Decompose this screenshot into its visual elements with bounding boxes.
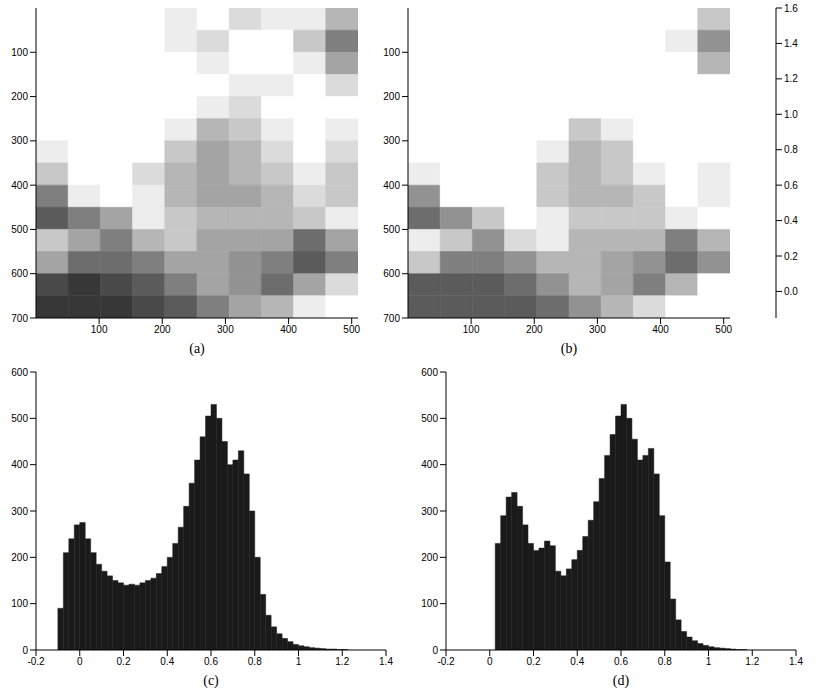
svg-text:200: 200 <box>11 91 28 102</box>
svg-text:500: 500 <box>11 224 28 235</box>
svg-text:300: 300 <box>11 135 28 146</box>
svg-text:700: 700 <box>11 313 28 324</box>
svg-text:1.2: 1.2 <box>784 73 798 84</box>
svg-text:300: 300 <box>383 135 400 146</box>
svg-text:600: 600 <box>383 268 400 279</box>
svg-text:100: 100 <box>463 324 480 335</box>
svg-text:400: 400 <box>280 324 297 335</box>
svg-text:700: 700 <box>383 313 400 324</box>
svg-text:0.2: 0.2 <box>527 656 541 667</box>
svg-text:400: 400 <box>11 459 28 470</box>
svg-text:300: 300 <box>217 324 234 335</box>
svg-text:300: 300 <box>421 506 438 517</box>
html-text:(c): (c) <box>203 673 219 688</box>
svg-text:0: 0 <box>432 645 438 656</box>
svg-text:300: 300 <box>589 324 606 335</box>
svg-text:0: 0 <box>22 645 28 656</box>
svg-text:600: 600 <box>421 367 438 378</box>
svg-text:200: 200 <box>11 552 28 563</box>
svg-text:0.8: 0.8 <box>248 656 262 667</box>
svg-text:500: 500 <box>715 324 732 335</box>
svg-text:1.2: 1.2 <box>335 656 349 667</box>
svg-text:100: 100 <box>383 47 400 58</box>
svg-text:0: 0 <box>487 656 493 667</box>
svg-text:-0.2: -0.2 <box>437 656 455 667</box>
svg-text:200: 200 <box>421 552 438 563</box>
svg-text:600: 600 <box>11 268 28 279</box>
svg-text:1.6: 1.6 <box>784 3 798 14</box>
svg-text:1.4: 1.4 <box>379 656 393 667</box>
svg-text:600: 600 <box>11 367 28 378</box>
svg-text:400: 400 <box>421 459 438 470</box>
svg-text:100: 100 <box>11 598 28 609</box>
html-text:(b): (b) <box>560 341 578 356</box>
svg-text:200: 200 <box>526 324 543 335</box>
svg-text:0.2: 0.2 <box>784 251 798 262</box>
svg-text:0.0: 0.0 <box>784 286 798 297</box>
svg-text:400: 400 <box>383 180 400 191</box>
svg-text:0.6: 0.6 <box>204 656 218 667</box>
svg-text:0.4: 0.4 <box>784 215 798 226</box>
svg-text:0.8: 0.8 <box>658 656 672 667</box>
svg-text:200: 200 <box>383 91 400 102</box>
svg-text:300: 300 <box>11 506 28 517</box>
svg-text:500: 500 <box>421 413 438 424</box>
svg-text:-0.2: -0.2 <box>27 656 45 667</box>
svg-text:200: 200 <box>154 324 171 335</box>
svg-text:100: 100 <box>421 598 438 609</box>
svg-text:1.4: 1.4 <box>784 38 798 49</box>
svg-text:0.8: 0.8 <box>784 144 798 155</box>
svg-text:0.6: 0.6 <box>784 180 798 191</box>
svg-text:100: 100 <box>91 324 108 335</box>
svg-text:1: 1 <box>706 656 712 667</box>
svg-text:500: 500 <box>343 324 360 335</box>
html-text:(d): (d) <box>612 673 630 688</box>
svg-text:400: 400 <box>11 180 28 191</box>
svg-text:500: 500 <box>383 224 400 235</box>
svg-text:1.2: 1.2 <box>745 656 759 667</box>
svg-text:0: 0 <box>77 656 83 667</box>
svg-text:0.4: 0.4 <box>570 656 584 667</box>
svg-text:1: 1 <box>296 656 302 667</box>
html-text:(a): (a) <box>189 341 205 356</box>
svg-text:0.4: 0.4 <box>160 656 174 667</box>
svg-text:0.6: 0.6 <box>614 656 628 667</box>
svg-text:400: 400 <box>652 324 669 335</box>
svg-text:1.4: 1.4 <box>789 656 803 667</box>
svg-text:500: 500 <box>11 413 28 424</box>
svg-text:0.2: 0.2 <box>117 656 131 667</box>
svg-text:1.0: 1.0 <box>784 109 798 120</box>
svg-text:100: 100 <box>11 47 28 58</box>
